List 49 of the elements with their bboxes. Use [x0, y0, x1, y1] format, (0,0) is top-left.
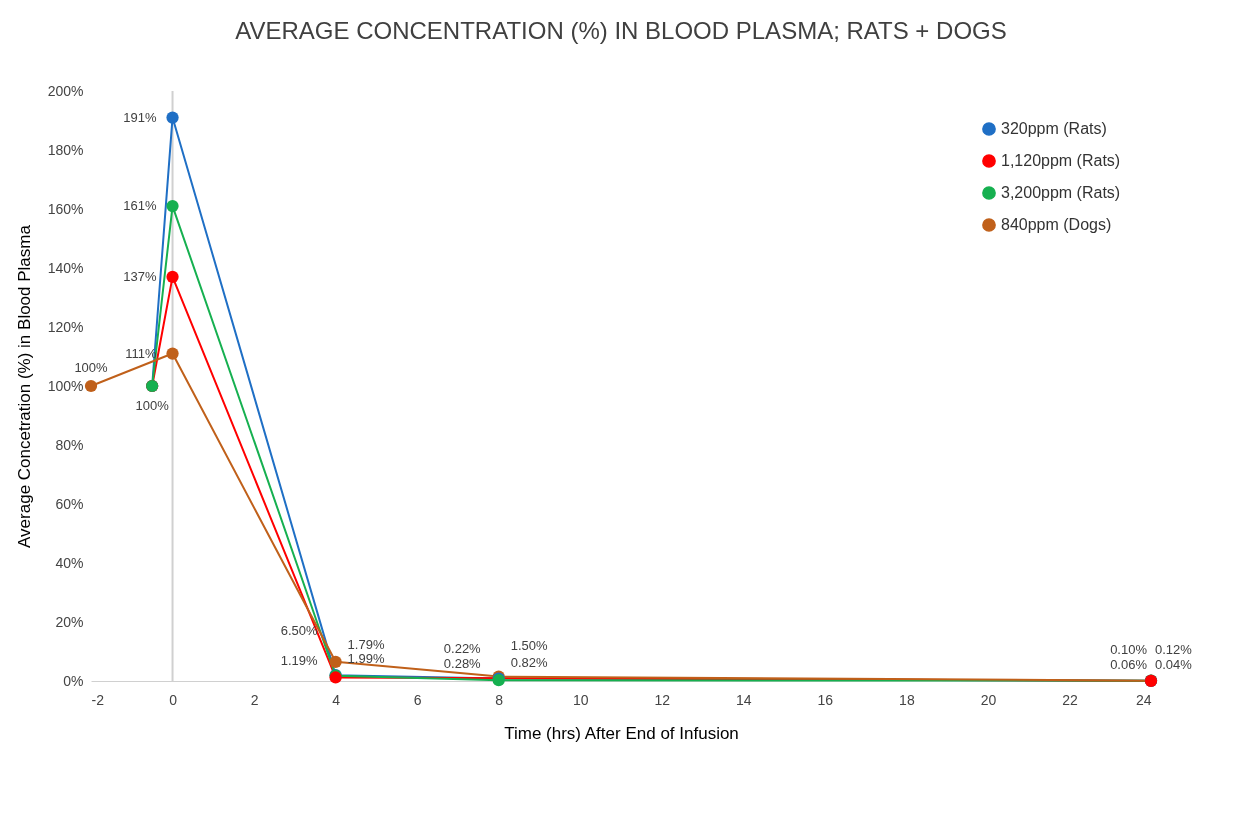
- data-label: 1.50%: [510, 637, 548, 653]
- y-tick-label: 180%: [47, 141, 84, 158]
- legend-label: 1,120ppm (Rats): [1001, 152, 1121, 169]
- x-axis-title: Time (hrs) After End of Infusion: [504, 723, 739, 743]
- y-tick-label: 160%: [47, 200, 84, 217]
- annotation: 0.22%: [443, 641, 482, 657]
- y-tick-label: 140%: [47, 259, 84, 276]
- y-tick-label: 60%: [55, 495, 84, 512]
- x-tick-label: 12: [654, 691, 671, 708]
- data-label: 191%: [123, 109, 157, 125]
- data-label: 0.10%: [1110, 641, 1148, 657]
- data-label: 0.04%: [1155, 656, 1193, 672]
- y-axis-title: Average Concetration (%) in Blood Plasma: [14, 224, 34, 548]
- x-tick-label: 16: [817, 691, 834, 708]
- chart-title: AVERAGE CONCENTRATION (%) IN BLOOD PLASMA; RATS + DOGS: [235, 17, 1007, 44]
- x-tick-label: -2: [91, 691, 105, 708]
- x-tick-label: 20: [980, 691, 997, 708]
- y-tick-label: 200%: [47, 82, 84, 99]
- data-label: 1.79%: [347, 636, 385, 652]
- x-tick-label: 6: [413, 691, 422, 708]
- data-label: 0.12%: [1155, 641, 1193, 657]
- data-label: 161%: [123, 198, 157, 214]
- x-tick-label: 10: [572, 691, 589, 708]
- data-label: 100%: [135, 398, 170, 413]
- data-label: 137%: [123, 268, 157, 284]
- data-label: 100%: [74, 360, 109, 375]
- x-tick-label: 18: [899, 691, 915, 708]
- legend-label: 840ppm (Dogs): [1001, 216, 1112, 233]
- data-label: 0.28%: [443, 656, 482, 672]
- x-tick-label: 14: [736, 691, 752, 708]
- x-tick-label: 4: [332, 691, 341, 708]
- y-tick-label: 40%: [55, 554, 84, 571]
- data-label: 0.82%: [510, 654, 548, 670]
- y-tick-label: 80%: [55, 436, 84, 453]
- x-tick-label: 2: [250, 691, 259, 708]
- legend-label: 320ppm (Rats): [1001, 120, 1107, 137]
- x-tick-label: 8: [495, 691, 504, 708]
- x-tick-label: 0: [169, 691, 178, 708]
- data-label: 0.06%: [1110, 656, 1148, 672]
- data-label: 1.19%: [280, 653, 319, 669]
- data-label: 1.99%: [347, 651, 385, 667]
- data-label: 6.50%: [280, 622, 319, 638]
- y-tick-label: 120%: [47, 318, 84, 335]
- legend-label: 3,200ppm (Rats): [1001, 184, 1121, 201]
- x-tick-label: 22: [1062, 691, 1078, 708]
- y-tick-label: 20%: [55, 613, 84, 630]
- x-tick-label: 24: [1135, 691, 1152, 708]
- y-tick-label: 100%: [47, 377, 84, 394]
- y-tick-label: 0%: [63, 672, 84, 689]
